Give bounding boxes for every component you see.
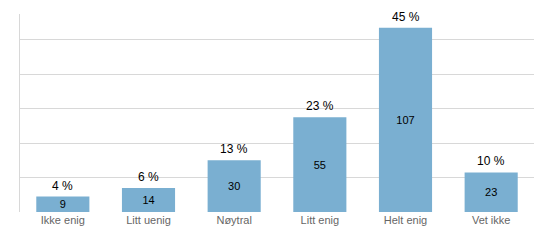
svg-text:30: 30 <box>228 180 240 192</box>
svg-text:Helt enig: Helt enig <box>384 214 427 226</box>
svg-text:14: 14 <box>142 194 154 206</box>
svg-text:23: 23 <box>485 186 497 198</box>
svg-text:55: 55 <box>314 159 326 171</box>
svg-text:9: 9 <box>60 198 66 210</box>
svg-text:13 %: 13 % <box>220 142 248 156</box>
svg-text:6 %: 6 % <box>138 170 159 184</box>
svg-text:45 %: 45 % <box>392 10 420 24</box>
svg-text:107: 107 <box>396 114 414 126</box>
svg-text:Litt uenig: Litt uenig <box>126 214 171 226</box>
svg-text:Nøytral: Nøytral <box>216 214 251 226</box>
svg-text:10 %: 10 % <box>477 154 505 168</box>
svg-text:Litt enig: Litt enig <box>301 214 340 226</box>
svg-text:Vet ikke: Vet ikke <box>472 214 511 226</box>
svg-text:23 %: 23 % <box>306 99 334 113</box>
svg-text:4 %: 4 % <box>52 179 73 193</box>
svg-text:Ikke enig: Ikke enig <box>41 214 85 226</box>
